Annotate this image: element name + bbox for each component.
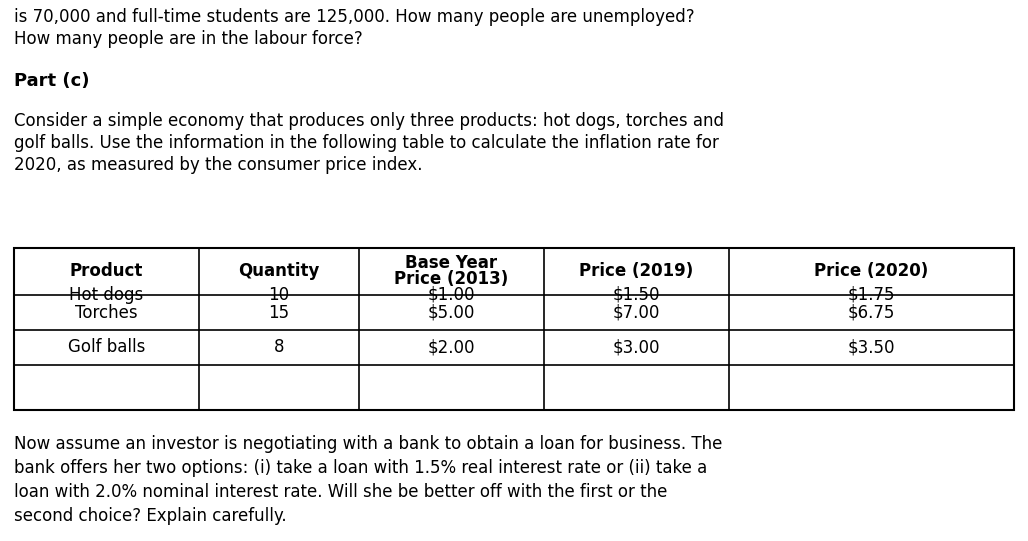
- Bar: [14, 248, 1014, 410]
- Text: Price (2020): Price (2020): [814, 262, 928, 280]
- Text: Product: Product: [70, 262, 143, 280]
- Text: 2020, as measured by the consumer price index.: 2020, as measured by the consumer price …: [14, 156, 423, 174]
- Text: is 70,000 and full-time students are 125,000. How many people are unemployed?: is 70,000 and full-time students are 125…: [14, 8, 695, 26]
- Text: Hot dogs: Hot dogs: [69, 286, 144, 304]
- Text: golf balls. Use the information in the following table to calculate the inflatio: golf balls. Use the information in the f…: [14, 134, 719, 152]
- Text: Now assume an investor is negotiating with a bank to obtain a loan for business.: Now assume an investor is negotiating wi…: [14, 435, 723, 453]
- Text: 8: 8: [273, 339, 285, 357]
- Text: bank offers her two options: (i) take a loan with 1.5% real interest rate or (ii: bank offers her two options: (i) take a …: [14, 459, 707, 477]
- Text: Price (2019): Price (2019): [580, 262, 694, 280]
- Text: Torches: Torches: [75, 304, 138, 321]
- Text: $5.00: $5.00: [428, 304, 475, 321]
- Text: $7.00: $7.00: [613, 304, 660, 321]
- Text: How many people are in the labour force?: How many people are in the labour force?: [14, 30, 363, 48]
- Text: second choice? Explain carefully.: second choice? Explain carefully.: [14, 507, 287, 525]
- Text: $1.00: $1.00: [428, 286, 475, 304]
- Text: Quantity: Quantity: [238, 262, 320, 280]
- Text: Part (c): Part (c): [14, 72, 89, 90]
- Text: Base Year: Base Year: [405, 254, 498, 273]
- Text: $1.50: $1.50: [613, 286, 660, 304]
- Text: 15: 15: [268, 304, 290, 321]
- Text: $3.50: $3.50: [848, 339, 895, 357]
- Text: 10: 10: [268, 286, 290, 304]
- Text: $3.00: $3.00: [613, 339, 660, 357]
- Text: Consider a simple economy that produces only three products: hot dogs, torches a: Consider a simple economy that produces …: [14, 112, 724, 130]
- Text: $1.75: $1.75: [848, 286, 895, 304]
- Text: $2.00: $2.00: [428, 339, 475, 357]
- Text: Price (2013): Price (2013): [395, 270, 509, 288]
- Text: Golf balls: Golf balls: [68, 339, 145, 357]
- Text: $6.75: $6.75: [848, 304, 895, 321]
- Text: loan with 2.0% nominal interest rate. Will she be better off with the first or t: loan with 2.0% nominal interest rate. Wi…: [14, 483, 667, 501]
